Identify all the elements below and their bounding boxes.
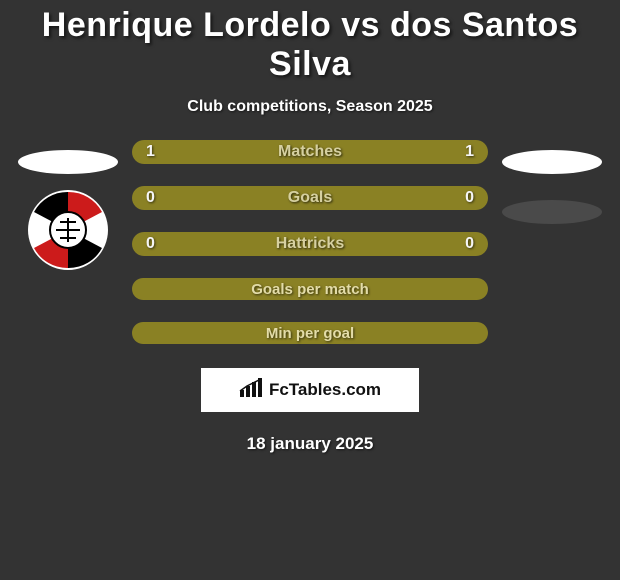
- chart-icon: [239, 378, 263, 403]
- stat-label: Min per goal: [266, 325, 354, 342]
- left-side: [8, 140, 128, 344]
- stat-label: Hattricks: [132, 235, 488, 253]
- watermark-text: FcTables.com: [269, 380, 381, 400]
- right-player-ellipse-2: [502, 200, 602, 224]
- right-side: [492, 140, 612, 344]
- stat-value-right: 0: [465, 235, 474, 253]
- left-player-ellipse: [18, 150, 118, 174]
- stat-value-right: 1: [465, 143, 474, 161]
- stat-value-left: 1: [146, 143, 155, 161]
- stat-row-goals: 0 Goals 0: [132, 186, 488, 210]
- stat-value-left: 0: [146, 189, 155, 207]
- stat-value-right: 0: [465, 189, 474, 207]
- stats-column: 1 Matches 1 0 Goals 0 0 Hattricks 0 Goal…: [128, 140, 492, 344]
- comparison-panel: 1 Matches 1 0 Goals 0 0 Hattricks 0 Goal…: [0, 140, 620, 344]
- stat-row-hattricks: 0 Hattricks 0: [132, 232, 488, 256]
- subtitle: Club competitions, Season 2025: [0, 98, 620, 116]
- stat-row-min-per-goal: Min per goal: [132, 322, 488, 344]
- watermark-badge: FcTables.com: [201, 368, 419, 412]
- footer-date: 18 january 2025: [0, 434, 620, 454]
- stat-row-matches: 1 Matches 1: [132, 140, 488, 164]
- stat-label: Goals: [132, 189, 488, 207]
- stat-row-goals-per-match: Goals per match: [132, 278, 488, 300]
- right-player-ellipse-1: [502, 150, 602, 174]
- left-club-logo: [26, 188, 110, 272]
- page-title: Henrique Lordelo vs dos Santos Silva: [0, 0, 620, 84]
- stat-label: Goals per match: [251, 281, 369, 298]
- stat-value-left: 0: [146, 235, 155, 253]
- stat-label: Matches: [132, 143, 488, 161]
